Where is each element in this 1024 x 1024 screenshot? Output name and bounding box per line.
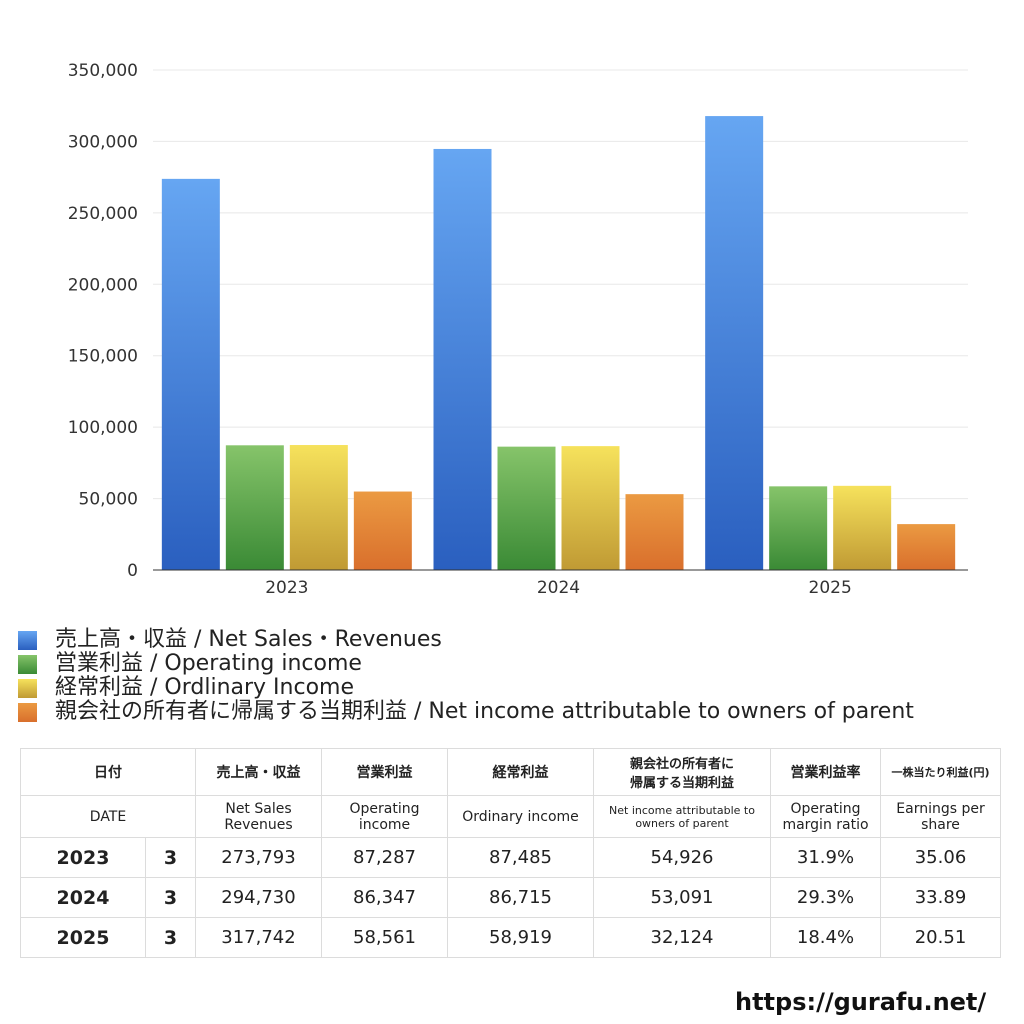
table-row: 2024 3 294,730 86,347 86,715 53,091 29.3… xyxy=(20,877,1001,918)
cell-year: 2025 xyxy=(20,917,146,958)
bar-2025-series-1 xyxy=(769,486,828,570)
cell-sales: 294,730 xyxy=(195,877,322,918)
cell-margin: 29.3% xyxy=(770,877,881,918)
legend-swatch-orange xyxy=(18,702,37,722)
cell-net: 54,926 xyxy=(593,837,771,878)
legend-swatch-yellow xyxy=(18,678,37,698)
legend-label: 売上高・収益 / Net Sales・Revenues xyxy=(55,627,442,652)
cell-sales: 317,742 xyxy=(195,917,322,958)
bar-2023-series-0 xyxy=(161,178,220,571)
cell-year: 2023 xyxy=(20,837,146,878)
header-ord-en: Ordinary income xyxy=(447,795,594,838)
bar-chart: 0 50,000 100,000 150,000 200,000 250,000 300,0… xyxy=(68,61,968,598)
legend-item-net-income: 親会社の所有者に帰属する当期利益 / Net income attributab… xyxy=(18,700,1018,724)
legend-label: 親会社の所有者に帰属する当期利益 / Net income attributab… xyxy=(55,699,914,724)
cell-ord: 87,485 xyxy=(447,837,594,878)
cell-op: 86,347 xyxy=(321,877,448,918)
bar-2024-series-0 xyxy=(433,148,492,570)
header-eps-en: Earnings per share xyxy=(880,795,1001,838)
header-op-en: Operating income xyxy=(321,795,448,838)
table-row: 2023 3 273,793 87,287 87,485 54,926 31.9… xyxy=(20,837,1001,878)
cell-eps: 20.51 xyxy=(880,917,1001,958)
bar-2024-series-2 xyxy=(561,446,620,570)
cell-op: 58,561 xyxy=(321,917,448,958)
table-row: 2025 3 317,742 58,561 58,919 32,124 18.4… xyxy=(20,917,1001,958)
legend-label: 経常利益 / Ordlinary Income xyxy=(55,675,354,700)
header-ord-jp: 経常利益 xyxy=(447,748,594,796)
x-tick-label: 2023 xyxy=(265,578,308,598)
bar-2023-series-1 xyxy=(225,445,284,570)
legend-item-net-sales: 売上高・収益 / Net Sales・Revenues xyxy=(18,628,1018,652)
bar-2023-series-2 xyxy=(289,445,348,570)
legend-item-operating-income: 営業利益 / Operating income xyxy=(18,652,1018,676)
header-net-jp: 親会社の所有者に 帰属する当期利益 xyxy=(593,748,771,796)
legend-swatch-blue xyxy=(18,630,37,650)
header-net-en: Net income attributable to owners of par… xyxy=(593,795,771,838)
header-date-en: DATE xyxy=(20,795,196,838)
header-margin-jp: 営業利益率 xyxy=(770,748,881,796)
cell-month: 3 xyxy=(145,917,196,958)
cell-margin: 31.9% xyxy=(770,837,881,878)
header-sales-en: Net Sales Revenues xyxy=(195,795,322,838)
cell-eps: 35.06 xyxy=(880,837,1001,878)
header-eps-jp: 一株当たり利益(円) xyxy=(880,748,1001,796)
bar-2025-series-3 xyxy=(897,524,956,570)
cell-op: 87,287 xyxy=(321,837,448,878)
y-tick-label: 150,000 xyxy=(68,347,138,367)
source-url[interactable]: https://gurafu.net/ xyxy=(735,988,987,1016)
cell-margin: 18.4% xyxy=(770,917,881,958)
cell-eps: 33.89 xyxy=(880,877,1001,918)
bar-2025-series-0 xyxy=(705,116,764,570)
cell-ord: 86,715 xyxy=(447,877,594,918)
bar-2023-series-3 xyxy=(353,491,412,570)
table-header-en: DATE Net Sales Revenues Operating income… xyxy=(20,795,1001,838)
header-date-jp: 日付 xyxy=(20,748,196,796)
y-tick-label: 0 xyxy=(127,561,138,581)
y-tick-label: 350,000 xyxy=(68,61,138,81)
cell-ord: 58,919 xyxy=(447,917,594,958)
cell-month: 3 xyxy=(145,877,196,918)
cell-month: 3 xyxy=(145,837,196,878)
financial-table: 日付 売上高・収益 営業利益 経常利益 親会社の所有者に 帰属する当期利益 営業… xyxy=(20,748,1001,958)
y-tick-label: 200,000 xyxy=(68,275,138,295)
cell-net: 53,091 xyxy=(593,877,771,918)
cell-net: 32,124 xyxy=(593,917,771,958)
y-tick-label: 300,000 xyxy=(68,132,138,152)
cell-year: 2024 xyxy=(20,877,146,918)
y-tick-label: 100,000 xyxy=(68,418,138,438)
legend-item-ordinary-income: 経常利益 / Ordlinary Income xyxy=(18,676,1018,700)
header-sales-jp: 売上高・収益 xyxy=(195,748,322,796)
cell-sales: 273,793 xyxy=(195,837,322,878)
header-margin-en: Operating margin ratio xyxy=(770,795,881,838)
legend: 売上高・収益 / Net Sales・Revenues 営業利益 / Opera… xyxy=(18,628,1018,724)
header-op-jp: 営業利益 xyxy=(321,748,448,796)
y-tick-label: 250,000 xyxy=(68,204,138,224)
bar-2025-series-2 xyxy=(833,485,892,570)
table-header-jp: 日付 売上高・収益 営業利益 経常利益 親会社の所有者に 帰属する当期利益 営業… xyxy=(20,748,1001,796)
bar-2024-series-1 xyxy=(497,446,556,570)
bar-2024-series-3 xyxy=(625,494,684,570)
y-tick-label: 50,000 xyxy=(79,490,138,510)
x-tick-label: 2025 xyxy=(809,578,852,598)
x-tick-label: 2024 xyxy=(537,578,580,598)
legend-swatch-green xyxy=(18,654,37,674)
legend-label: 営業利益 / Operating income xyxy=(55,651,362,676)
